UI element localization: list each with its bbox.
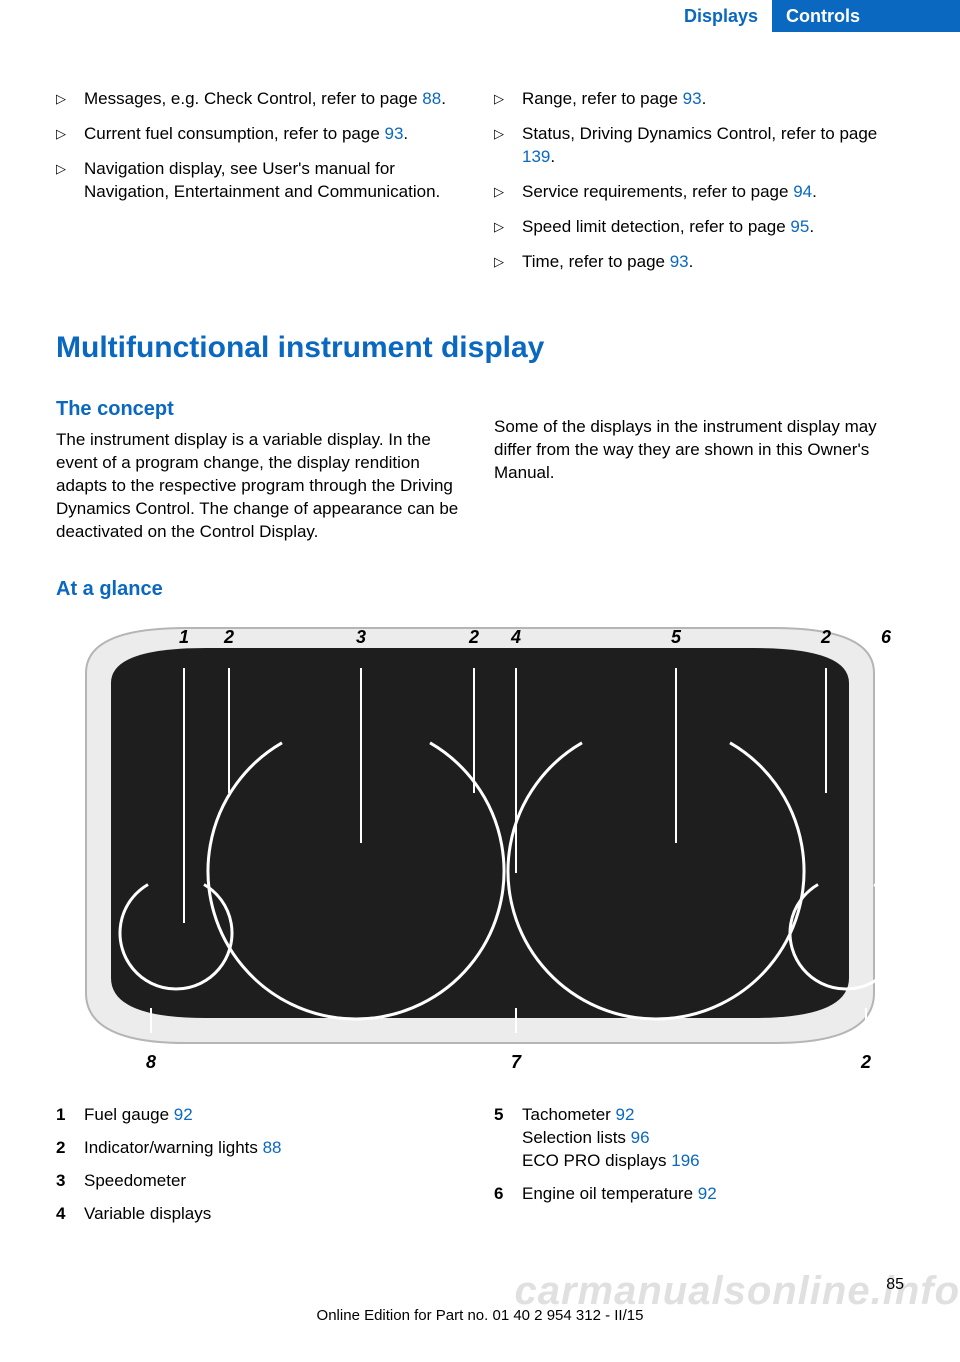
bullet-marker: ▷ [56, 158, 84, 204]
legend-number: 4 [56, 1203, 84, 1226]
bullet-text: Current fuel consumption, refer to page … [84, 123, 466, 146]
page-header: Displays Controls [0, 0, 960, 32]
bullet-marker: ▷ [494, 251, 522, 274]
svg-text:2: 2 [223, 627, 234, 647]
bullet-item: ▷Navigation display, see User's manual f… [56, 158, 466, 204]
bullet-item: ▷Range, refer to page 93. [494, 88, 904, 111]
bullet-text: Messages, e.g. Check Control, refer to p… [84, 88, 466, 111]
footer-text: Online Edition for Part no. 01 40 2 954 … [0, 1306, 960, 1326]
page-ref-link[interactable]: 92 [698, 1184, 717, 1203]
bullet-item: ▷Speed limit detection, refer to page 95… [494, 216, 904, 239]
bullet-text: Service requirements, refer to page 94. [522, 181, 904, 204]
page-ref-link[interactable]: 93 [670, 252, 689, 271]
bullet-item: ▷Messages, e.g. Check Control, refer to … [56, 88, 466, 111]
bullet-marker: ▷ [56, 88, 84, 111]
svg-text:2: 2 [820, 627, 831, 647]
bullet-marker: ▷ [56, 123, 84, 146]
bullet-item: ▷Service requirements, refer to page 94. [494, 181, 904, 204]
page-number: 85 [886, 1274, 904, 1296]
bullet-item: ▷Status, Driving Dynamics Control, refer… [494, 123, 904, 169]
legend-text: Engine oil temperature 92 [522, 1183, 904, 1206]
page-ref-link[interactable]: 94 [793, 182, 812, 201]
concept-block: The concept The instrument display is a … [56, 386, 904, 554]
header-chapter-name: Controls [772, 0, 960, 32]
legend-text: Variable displays [84, 1203, 466, 1226]
bullet-text: Navigation display, see User's manual fo… [84, 158, 466, 204]
legend-text: Speedometer [84, 1170, 466, 1193]
legend-item: 6Engine oil temperature 92 [494, 1183, 904, 1206]
bullet-marker: ▷ [494, 123, 522, 169]
legend-number: 3 [56, 1170, 84, 1193]
legend-number: 6 [494, 1183, 522, 1206]
svg-text:8: 8 [146, 1052, 156, 1072]
concept-title: The concept [56, 396, 466, 423]
legend-text: Fuel gauge 92 [84, 1104, 466, 1127]
glance-title: At a glance [56, 576, 904, 603]
page-ref-link[interactable]: 93 [683, 89, 702, 108]
page-ref-link[interactable]: 88 [422, 89, 441, 108]
bullet-marker: ▷ [494, 181, 522, 204]
legend: 1Fuel gauge 922Indicator/warning lights … [56, 1104, 904, 1236]
bullet-item: ▷Current fuel consumption, refer to page… [56, 123, 466, 146]
legend-item: 4Variable displays [56, 1203, 466, 1226]
legend-number: 5 [494, 1104, 522, 1173]
concept-paragraph: Some of the displays in the instrument d… [494, 416, 904, 485]
bullet-item: ▷Time, refer to page 93. [494, 251, 904, 274]
svg-text:7: 7 [511, 1052, 522, 1072]
page-ref-link[interactable]: 93 [385, 124, 404, 143]
svg-text:5: 5 [671, 627, 682, 647]
page-ref-link[interactable]: 92 [616, 1105, 635, 1124]
legend-item: 1Fuel gauge 92 [56, 1104, 466, 1127]
svg-text:1: 1 [179, 627, 189, 647]
instrument-diagram: 1 2 3 2 4 5 2 6 8 7 2 [56, 613, 904, 1090]
page-ref-link[interactable]: 95 [790, 217, 809, 236]
page-content: ▷Messages, e.g. Check Control, refer to … [0, 32, 960, 1236]
header-section-name: Displays [0, 0, 772, 32]
bullet-text: Status, Driving Dynamics Control, refer … [522, 123, 904, 169]
diagram-svg: 1 2 3 2 4 5 2 6 8 7 2 [56, 613, 904, 1083]
legend-item: 2Indicator/warning lights 88 [56, 1137, 466, 1160]
bullet-text: Range, refer to page 93. [522, 88, 904, 111]
concept-paragraph: The instrument display is a variable dis… [56, 429, 466, 544]
page-ref-link[interactable]: 96 [631, 1128, 650, 1147]
legend-text: Indicator/warning lights 88 [84, 1137, 466, 1160]
bullet-text: Time, refer to page 93. [522, 251, 904, 274]
page-ref-link[interactable]: 196 [671, 1151, 699, 1170]
svg-text:2: 2 [860, 1052, 871, 1072]
page-ref-link[interactable]: 92 [174, 1105, 193, 1124]
bullet-text: Speed limit detection, refer to page 95. [522, 216, 904, 239]
svg-text:3: 3 [356, 627, 366, 647]
svg-text:6: 6 [881, 627, 892, 647]
page-ref-link[interactable]: 88 [263, 1138, 282, 1157]
legend-number: 2 [56, 1137, 84, 1160]
bullet-marker: ▷ [494, 88, 522, 111]
page-ref-link[interactable]: 139 [522, 147, 550, 166]
legend-item: 3Speedometer [56, 1170, 466, 1193]
svg-text:2: 2 [468, 627, 479, 647]
legend-item: 5Tachometer 92Selection lists 96ECO PRO … [494, 1104, 904, 1173]
legend-number: 1 [56, 1104, 84, 1127]
svg-text:4: 4 [510, 627, 521, 647]
legend-text: Tachometer 92Selection lists 96ECO PRO d… [522, 1104, 904, 1173]
intro-bullets: ▷Messages, e.g. Check Control, refer to … [56, 88, 904, 286]
bullet-marker: ▷ [494, 216, 522, 239]
section-title: Multifunctional instrument display [56, 328, 904, 369]
